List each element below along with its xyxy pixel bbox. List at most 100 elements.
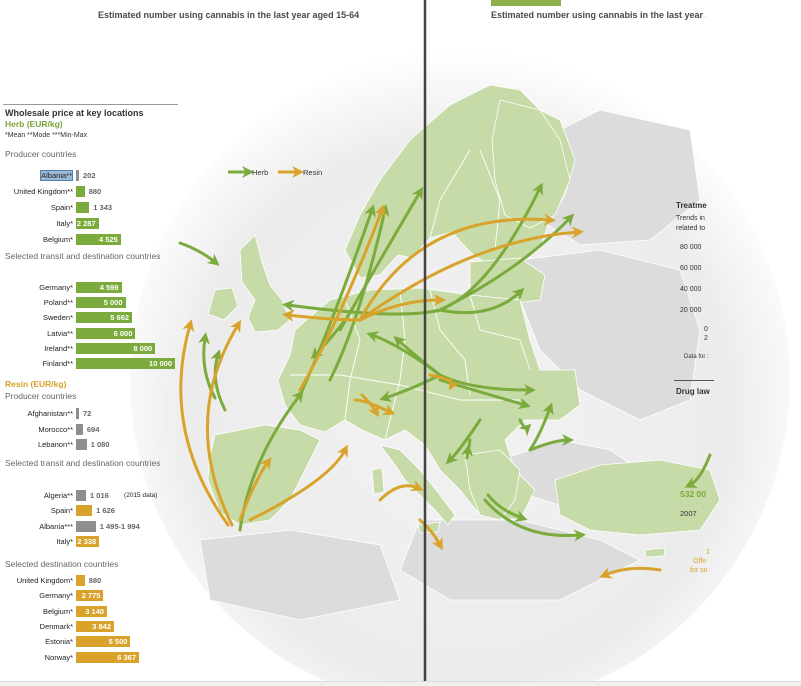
bar-value: 4 599 <box>99 283 119 292</box>
bar-label: Estonia* <box>45 637 73 647</box>
price-bar <box>76 297 126 309</box>
bar-value: 2 775 <box>81 591 101 601</box>
offence-3: for su <box>690 567 708 574</box>
bar-value: 1 016 <box>90 491 109 500</box>
bar-value: 694 <box>86 424 100 434</box>
bar-note: (2015 data) <box>124 492 158 499</box>
bar-label: United Kingdom** <box>13 187 73 196</box>
herb-arrows <box>178 182 712 542</box>
bar-label: Norway* <box>44 652 73 662</box>
price-bar <box>76 282 122 293</box>
bar-label: Morocco** <box>38 424 73 434</box>
footnote: *Mean **Mode ***Min-Max <box>5 132 88 139</box>
bar-label: Denmark* <box>39 621 73 631</box>
bar-label: Albania** <box>40 170 73 181</box>
year-start: 2 <box>704 335 708 342</box>
herb-transit-heading: Selected transit and destination countri… <box>5 251 161 261</box>
drug-law-title: Drug law <box>676 387 710 396</box>
right-header-tab <box>491 0 561 6</box>
bar-value: 1 626 <box>96 506 115 516</box>
bar-value: 5 000 <box>103 298 123 308</box>
bar-value: 6 367 <box>117 652 137 662</box>
bar-value: 4 525 <box>99 235 118 244</box>
bar-label: Afghanistan** <box>27 409 73 418</box>
bar-label: Sweden* <box>42 313 73 323</box>
y-tick-0: 0 <box>704 326 708 333</box>
land-turkey <box>554 459 721 536</box>
bar-value: 6 000 <box>113 328 133 338</box>
price-bar <box>76 202 90 213</box>
bar-label: Albania*** <box>39 521 73 531</box>
bar-value: 5 500 <box>108 637 128 647</box>
resin-heading: Resin (EUR/kg) <box>5 379 67 389</box>
land-ireland <box>207 287 239 321</box>
herb-producer-heading: Producer countries <box>5 149 77 159</box>
price-bar <box>76 170 79 181</box>
bar-label: Italy* <box>56 219 73 228</box>
resin-arrows <box>179 204 662 579</box>
price-bar <box>76 651 140 663</box>
price-bar <box>76 505 93 517</box>
trends-line2: related to <box>676 225 706 232</box>
bar-value: 10 000 <box>149 359 172 368</box>
bar-label: Ireland** <box>44 343 73 353</box>
drug-law-rule <box>674 380 714 381</box>
treatment-title: Treatme <box>676 201 707 210</box>
price-bar <box>76 408 79 419</box>
price-bar <box>76 636 131 648</box>
bar-value: 3 140 <box>85 606 105 616</box>
price-bar <box>76 575 85 586</box>
price-bar <box>76 312 133 324</box>
bar-label: Latvia** <box>47 328 73 338</box>
land-iberia <box>207 424 321 526</box>
bar-value: 2 287 <box>76 219 96 228</box>
bar-value: 880 <box>88 187 102 196</box>
price-bar <box>76 620 115 632</box>
bar-value: 5 662 <box>110 313 130 323</box>
resin-dest-heading: Selected destination countries <box>5 559 119 569</box>
y-tick-20000: 20 000 <box>680 307 702 314</box>
bar-value: 202 <box>83 171 96 180</box>
price-bar <box>76 520 96 532</box>
bar-value: 3 842 <box>92 621 112 631</box>
bar-value: 1 080 <box>90 440 110 449</box>
price-bar <box>76 439 87 450</box>
bar-value: 8 000 <box>133 343 153 353</box>
bar-label: United Kingdom* <box>16 576 73 585</box>
bar-value: 1 343 <box>93 203 113 212</box>
eu-land <box>207 84 721 558</box>
bar-value: 1 495-1 994 <box>99 521 140 531</box>
right-panel: Treatme Trends in related to 80 000 60 0… <box>674 195 801 495</box>
price-bar <box>76 342 156 354</box>
bar-value: 2 338 <box>77 536 97 546</box>
year-2007: 2007 <box>680 509 697 518</box>
resin-producer-heading: Producer countries <box>5 391 77 401</box>
land-uk <box>239 234 291 333</box>
y-tick-80000: 80 000 <box>680 244 702 251</box>
bottom-scrollbar[interactable] <box>0 681 801 686</box>
price-bar <box>76 423 83 435</box>
bar-label: Algeria** <box>43 491 73 500</box>
price-bar <box>76 218 99 229</box>
y-tick-40000: 40 000 <box>680 286 702 293</box>
bar-value: 880 <box>88 576 102 585</box>
resin-transit-heading: Selected transit and destination countri… <box>5 458 161 468</box>
bar-label: Italy* <box>56 536 73 546</box>
trends-line1: Trends in <box>676 215 705 222</box>
price-bar <box>76 358 175 369</box>
map-legend: Herb Resin <box>228 166 322 178</box>
herb-heading: Herb (EUR/kg) <box>5 119 63 129</box>
bar-label: Germany* <box>39 591 73 601</box>
title-left: Estimated number using cannabis in the l… <box>98 10 360 20</box>
price-bar <box>76 535 100 547</box>
bar-value: 72 <box>83 409 92 418</box>
value-532000: 532 00 <box>680 489 706 499</box>
panel-rule <box>3 104 178 105</box>
bar-label: Spain* <box>50 203 73 212</box>
legend-herb-label: Herb <box>252 168 268 177</box>
bar-label: Belgium* <box>42 235 73 244</box>
offence-1: 1 <box>706 549 710 556</box>
bar-label: Belgium* <box>42 606 73 616</box>
